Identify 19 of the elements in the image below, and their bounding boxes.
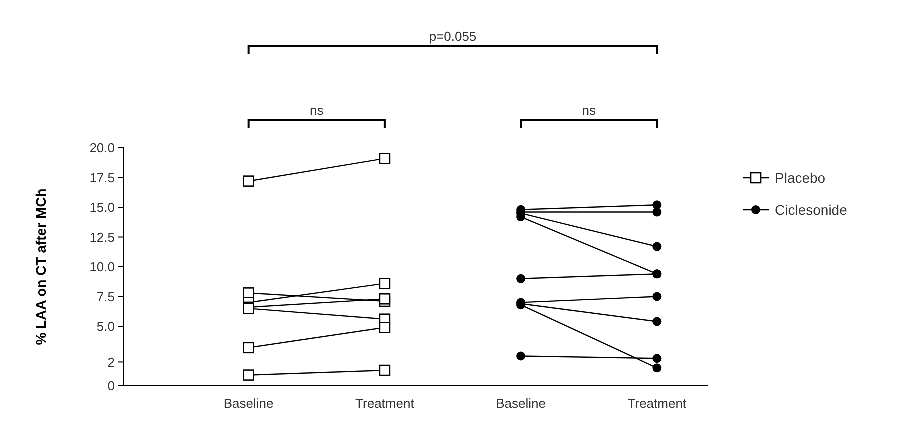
text: p=0.055 (429, 29, 477, 44)
y-tick-label: 5.0 (96, 319, 115, 334)
y-tick-label: 15.0 (90, 200, 115, 216)
legend-label: Placebo (775, 170, 826, 186)
x-tick-label: Treatment (628, 396, 687, 411)
x-tick-label: Baseline (224, 396, 274, 411)
y-tick-label: 17.5 (90, 170, 115, 186)
y-tick-label: 7.5 (96, 289, 115, 304)
text: ns (582, 103, 596, 118)
x-tick-label: Baseline (496, 396, 546, 411)
y-tick-label: 0 (108, 378, 115, 394)
y-axis-title: % LAA on CT after MCh (33, 188, 49, 346)
x-tick-label: Treatment (356, 396, 415, 411)
legend-label: Ciclesonide (775, 202, 848, 218)
y-tick-label: 2 (108, 354, 115, 370)
y-tick-label: 10.0 (90, 260, 115, 275)
y-tick-label: 20.0 (90, 140, 115, 156)
y-tick-label: 12.5 (90, 230, 115, 245)
text: ns (310, 103, 324, 118)
